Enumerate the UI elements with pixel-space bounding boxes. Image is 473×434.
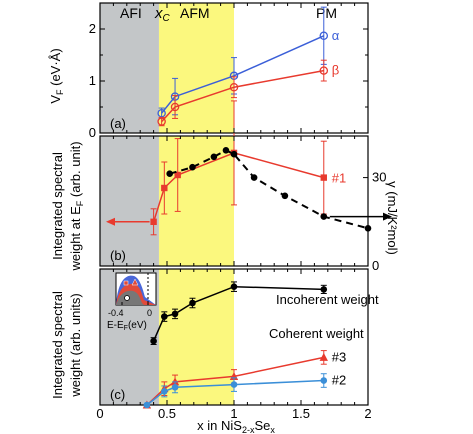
phase-regions	[100, 3, 368, 405]
series-line	[161, 69, 324, 123]
data-point	[320, 377, 328, 384]
panel-b-right-ylabel: γ (mJ/K²mol)	[385, 181, 400, 255]
data-point	[210, 153, 218, 161]
panel-a-letter: (a)	[110, 116, 126, 131]
x-tick-label: 1	[230, 406, 237, 421]
region-label-afm: AFM	[180, 5, 210, 21]
data-point	[143, 401, 151, 409]
x-tick-label: 0.5	[158, 406, 176, 421]
inset-xlabel: E-EF(eV)	[107, 320, 147, 332]
data-point	[320, 174, 327, 181]
x-tick-label: 0	[96, 406, 103, 421]
data-point	[320, 213, 328, 220]
y-tick-label: 1	[89, 73, 96, 88]
panel-c-ylabel-line2: weight (arb. units)	[68, 293, 83, 397]
xc-label: xC	[154, 5, 171, 24]
y-tick-label: 0	[89, 125, 96, 140]
right-y-tick-label: 30	[372, 170, 386, 185]
data-point	[170, 102, 180, 112]
inset-tick-label: 0	[147, 308, 152, 318]
data-point	[222, 147, 230, 154]
x-axis-label: x in NiS2-xSex	[197, 418, 275, 434]
data-point	[171, 310, 179, 318]
data-point	[364, 225, 372, 232]
data-layer: α β #1 #3 #2	[106, 6, 392, 409]
data-point	[230, 381, 238, 388]
data-point	[161, 313, 168, 320]
region-afi	[100, 3, 159, 405]
data-point	[250, 174, 258, 181]
series-label: #2	[332, 373, 346, 388]
series-line	[152, 285, 324, 342]
axis-arrow	[383, 212, 392, 221]
axis-arrow	[106, 217, 115, 226]
inset-marker	[123, 280, 129, 286]
series-line	[161, 35, 325, 114]
data-point	[174, 171, 181, 179]
inset-marker	[131, 278, 139, 286]
data-point	[319, 352, 328, 361]
data-point	[150, 218, 157, 225]
data-point	[166, 170, 173, 177]
annotation-incoherent: Incoherent weight	[276, 292, 379, 307]
inset-tick-label: -0.4	[108, 308, 124, 318]
data-point	[319, 66, 329, 75]
annotation-coherent: Coherent weight	[269, 326, 364, 341]
right-y-tick-label: 0	[372, 258, 379, 273]
inset-spectrum	[115, 272, 157, 306]
panel-c-letter: (c)	[110, 387, 125, 402]
data-point	[157, 117, 166, 126]
panel-b-ylabel-line2: weight at EF (arb. unit)	[68, 141, 85, 271]
x-tick-label: 2	[364, 406, 371, 421]
region-label-pm: PM	[316, 5, 337, 21]
series-label: #1	[332, 171, 346, 186]
data-point	[319, 31, 329, 41]
y-tick-label: 2	[89, 21, 96, 36]
x-tick-label: 1.5	[292, 406, 310, 421]
axis-ticks: 0 0.5 1 1.5 2 0 1 2 0 30	[89, 2, 386, 421]
series-label: #3	[332, 349, 346, 364]
panel-a-ylabel: VF (eV·Å)	[48, 48, 65, 103]
inset-gray-fill	[116, 290, 144, 305]
data-point	[161, 184, 168, 192]
panel-b-letter: (b)	[110, 248, 126, 263]
series-label: β	[332, 63, 339, 78]
data-point	[157, 108, 166, 118]
data-point	[230, 150, 238, 158]
data-point	[171, 384, 179, 391]
series-label: α	[332, 28, 340, 43]
data-point	[150, 337, 157, 345]
inset-marker	[124, 295, 130, 301]
data-point	[189, 299, 196, 307]
data-point	[320, 286, 328, 293]
region-label-afi: AFI	[120, 5, 142, 21]
region-pm	[234, 3, 368, 405]
region-afm	[158, 3, 234, 405]
data-point	[229, 82, 239, 92]
panel-b-ylabel-line1: Integrated spectral	[50, 152, 65, 260]
data-point	[230, 283, 238, 290]
panel-c-ylabel-line1: Integrated spectral	[50, 291, 65, 399]
data-point	[161, 388, 168, 395]
data-point	[281, 192, 289, 200]
panel-gap	[100, 266, 368, 269]
data-point	[189, 163, 196, 171]
